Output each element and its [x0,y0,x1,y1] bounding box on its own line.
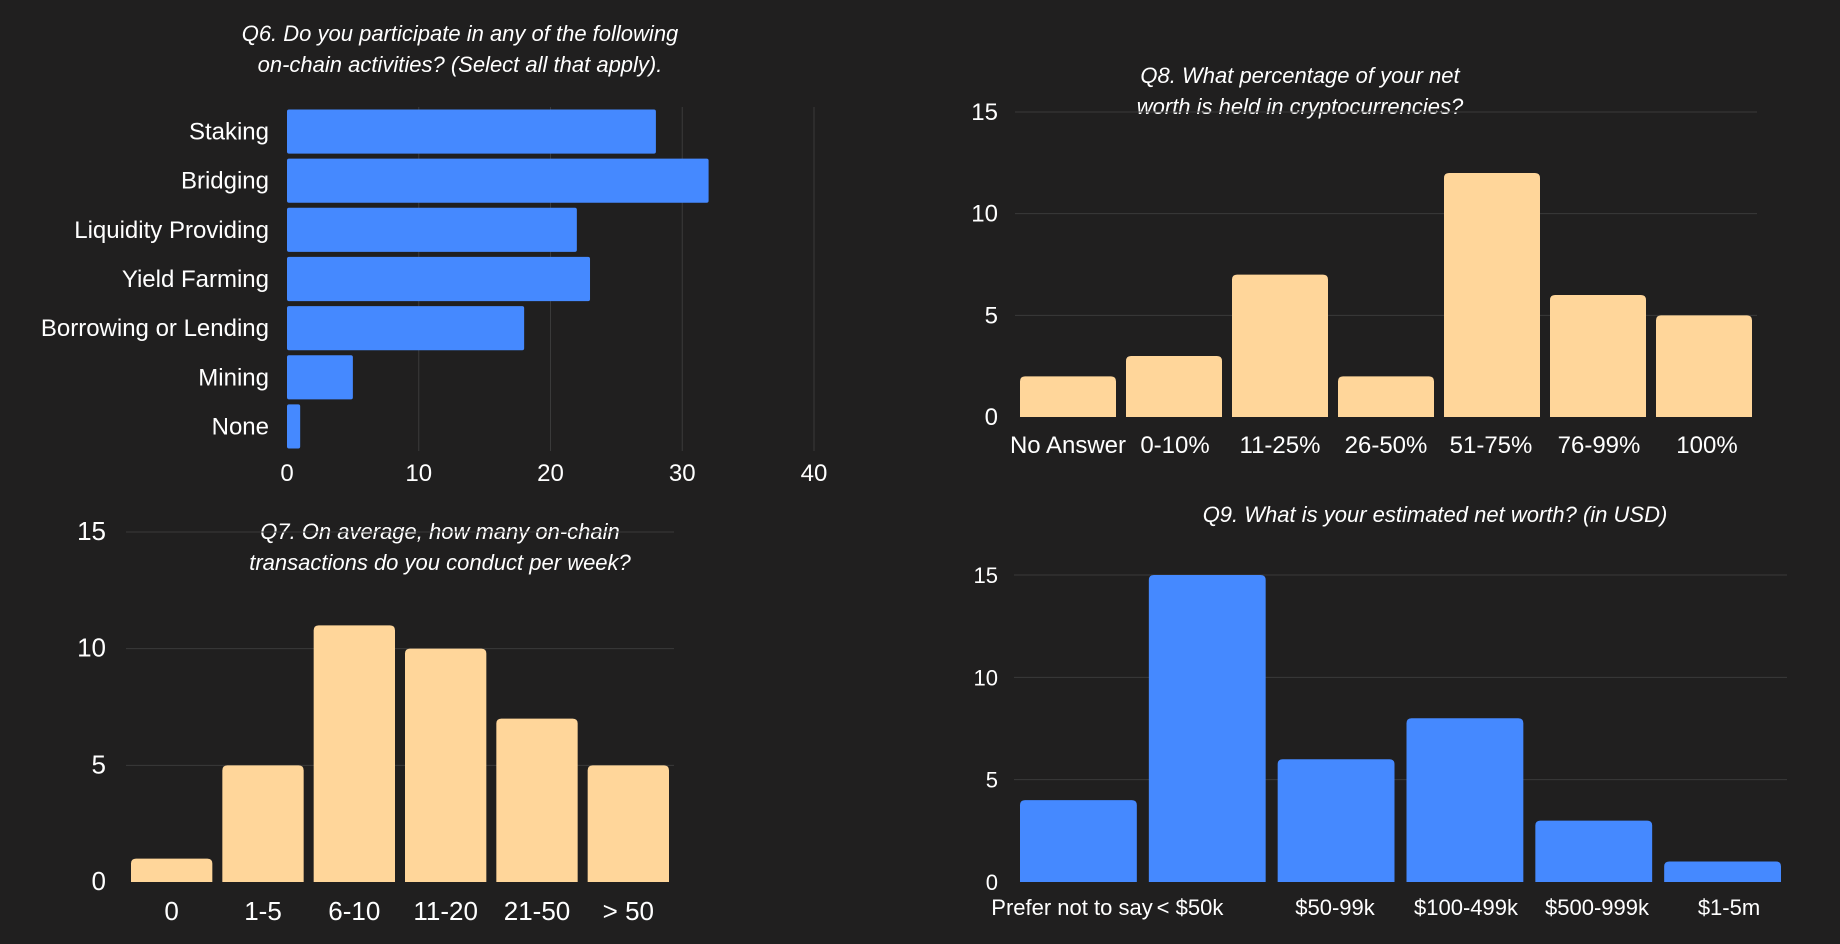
q6-category-label: None [212,413,269,440]
q9-bar [1406,718,1524,882]
q8-category-label: 11-25% [1240,432,1321,459]
q9-category-label: $1-5m [1698,895,1760,920]
q7-category-label: 0 [164,896,178,926]
q8-y-tick-label: 15 [971,99,998,126]
q7-bar [405,648,487,882]
q8-category-label: 76-99% [1558,432,1641,459]
q8-category-label: No Answer [1010,432,1126,459]
q6-title-line-2: on-chain activities? (Select all that ap… [257,52,663,77]
q7-category-label: 1-5 [244,896,282,926]
q7-y-tick-label: 15 [77,516,106,546]
q8-y-tick-label: 10 [971,201,998,228]
q9-category-label: Prefer not to say [991,895,1152,920]
q7-bar [587,765,669,882]
q9-chart-title: Q9. What is your estimated net worth? (i… [1100,499,1770,530]
q9-category-label: $100-499k [1414,895,1519,920]
q7-bar [131,858,213,882]
q8-y-tick-label: 5 [985,302,998,329]
q6-bar [287,404,301,449]
q8-bar [1126,356,1222,417]
q8-title-line-2: worth is held in cryptocurrencies? [1136,94,1464,119]
q7-category-label: 21-50 [504,896,571,926]
q7-category-label: > 50 [603,896,654,926]
q9-y-tick-label: 5 [986,768,998,793]
q6-x-tick-label: 0 [280,460,293,487]
q9-bar [1020,800,1137,882]
q6-category-label: Staking [189,119,269,146]
q7-category-label: 11-20 [413,896,478,926]
q6-category-label: Liquidity Providing [74,217,269,244]
q6-chart-title: Q6. Do you participate in any of the fol… [160,18,760,80]
q6-x-tick-label: 40 [801,460,828,487]
q6-category-label: Yield Farming [122,266,269,293]
q6-bar [287,109,656,154]
q6-bar [287,306,525,351]
q6-title-line-1: Q6. Do you participate in any of the fol… [241,21,679,46]
q9-title-line-1: Q9. What is your estimated net worth? (i… [1202,502,1668,527]
q6-category-label: Bridging [181,168,269,195]
q6-bar [287,355,353,400]
q7-category-label: 6-10 [328,896,380,926]
q8-bar [1550,295,1646,417]
q9-bar [1664,861,1781,882]
q9-bar [1277,759,1395,882]
q6-x-tick-label: 10 [405,460,432,487]
q7-bar [222,765,304,882]
q8-chart-title: Q8. What percentage of your net worth is… [1040,60,1560,122]
q9-category-label: $50-99k [1295,895,1376,920]
q8-bar [1338,376,1434,417]
q8-category-label: 26-50% [1345,432,1428,459]
q8-category-label: 51-75% [1450,432,1533,459]
q8-category-label: 0-10% [1140,432,1209,459]
q6-x-tick-label: 20 [537,460,564,487]
q8-title-line-1: Q8. What percentage of your net [1140,63,1460,88]
q7-bar [496,718,578,882]
q9-y-tick-label: 10 [974,665,998,690]
q6-bar [287,158,709,203]
q6-category-label: Borrowing or Lending [41,315,269,342]
q6-bar [287,256,591,302]
q8-category-label: 100% [1676,432,1737,459]
q9-bar [1535,820,1653,882]
q9-bar [1148,575,1266,882]
q8-y-tick-label: 0 [985,404,998,431]
q6-x-tick-label: 30 [669,460,696,487]
q9-category-label: $500-999k [1545,895,1650,920]
q9-y-tick-label: 0 [986,870,998,895]
q7-title-line-2: transactions do you conduct per week? [249,550,631,575]
q9-y-tick-label: 15 [974,563,998,588]
q6-category-label: Mining [198,364,269,391]
q7-y-tick-label: 0 [92,866,106,896]
q7-bar [313,625,395,882]
q8-bar [1444,173,1540,417]
q7-y-tick-label: 5 [92,749,106,779]
q8-bar [1232,274,1328,417]
q6-bar [287,207,577,252]
q9-category-label: < $50k [1157,895,1225,920]
q8-bar [1020,376,1116,417]
q7-y-tick-label: 10 [77,633,106,663]
q8-bar [1656,315,1752,417]
q7-chart-title: Q7. On average, how many on-chain transa… [160,516,720,578]
